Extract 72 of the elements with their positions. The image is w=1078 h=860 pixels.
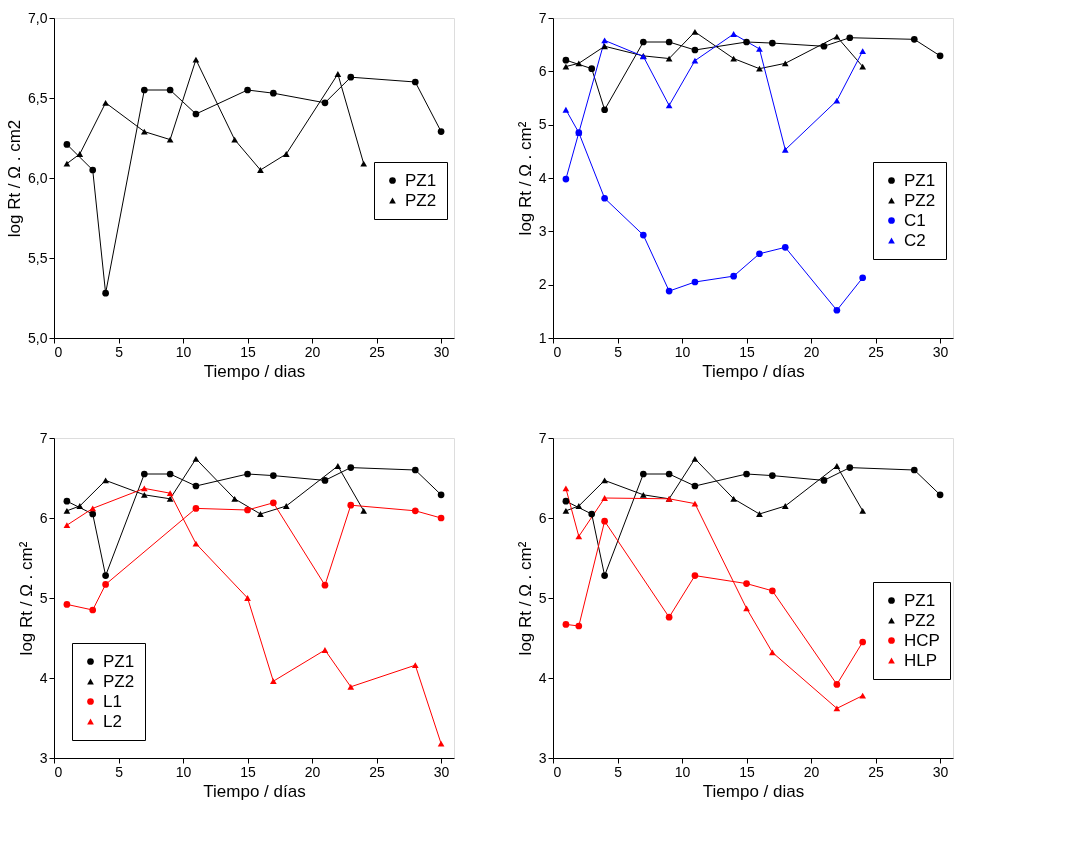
x-tick-label: 0 [54,763,63,780]
x-axis-title: Tiempo / días [702,361,805,381]
y-tick-label: 6 [538,509,547,526]
x-tick-label: 10 [175,343,192,360]
legend-label: L2 [103,711,122,731]
y-tick-label: 5 [538,589,547,606]
x-tick-label: 10 [674,343,691,360]
legend-label: PZ1 [904,170,936,190]
x-tick-label: 15 [739,763,756,780]
x-tick-label: 25 [868,763,885,780]
y-tick-label: 2 [538,276,547,293]
y-tick-label: 6,5 [28,89,48,106]
x-tick-label: 25 [868,343,885,360]
x-tick-label: 30 [932,763,949,780]
x-tick-label: 0 [553,343,562,360]
x-tick-label: 15 [739,343,756,360]
x-tick-label: 5 [614,343,623,360]
legend-label: PZ2 [904,190,936,210]
y-tick-label: 7,0 [28,9,48,26]
legend-label: HLP [904,650,938,670]
legend-label: PZ1 [103,651,135,671]
y-tick-label: 6 [39,509,48,526]
x-tick-label: 30 [433,343,450,360]
x-tick-label: 5 [115,343,124,360]
x-tick-label: 10 [175,763,192,780]
y-tick-label: 6 [538,62,547,79]
y-tick-label: 3 [538,749,547,766]
y-tick-label: 4 [39,669,48,686]
x-tick-label: 25 [369,343,386,360]
y-tick-label: 3 [39,749,48,766]
x-tick-label: 30 [932,343,949,360]
x-tick-label: 30 [433,763,450,780]
legend-label: PZ1 [904,590,936,610]
y-tick-label: 7 [39,429,48,446]
y-tick-label: 5 [538,116,547,133]
x-axis-title: Tiempo / dias [203,361,306,381]
y-tick-label: 5,0 [28,329,48,346]
y-tick-label: 6,0 [28,169,48,186]
legend-label: PZ2 [904,610,936,630]
x-tick-label: 10 [674,763,691,780]
legend-label: L1 [103,691,122,711]
y-tick-label: 1 [538,329,547,346]
y-tick-label: 4 [538,669,547,686]
y-axis-title: log Rt / Ω . cm² [16,541,36,656]
x-tick-label: 5 [614,763,623,780]
x-tick-label: 20 [803,763,820,780]
x-tick-label: 5 [115,763,124,780]
x-tick-label: 20 [304,763,321,780]
x-tick-label: 0 [553,763,562,780]
x-tick-label: 20 [803,343,820,360]
y-tick-label: 3 [538,222,547,239]
y-tick-label: 5 [39,589,48,606]
x-axis-title: Tiempo / dias [702,781,805,801]
legend-label: C2 [904,230,926,250]
x-axis-title: Tiempo / días [203,781,306,801]
y-axis-title: log Rt / Ω . cm2 [5,119,25,238]
legend-label: PZ1 [405,170,437,190]
legend-label: HCP [904,630,940,650]
y-tick-label: 5,5 [28,249,48,266]
legend-label: PZ2 [103,671,135,691]
y-tick-label: 7 [538,429,547,446]
x-tick-label: 15 [240,763,257,780]
y-axis-title: log Rt / Ω . cm² [515,541,535,656]
x-tick-label: 25 [369,763,386,780]
x-tick-label: 20 [304,343,321,360]
legend-label: PZ2 [405,190,437,210]
x-tick-label: 0 [54,343,63,360]
y-axis-title: log Rt / Ω . cm² [515,121,535,236]
y-tick-label: 4 [538,169,547,186]
legend-label: C1 [904,210,926,230]
y-tick-label: 7 [538,9,547,26]
x-tick-label: 15 [240,343,257,360]
